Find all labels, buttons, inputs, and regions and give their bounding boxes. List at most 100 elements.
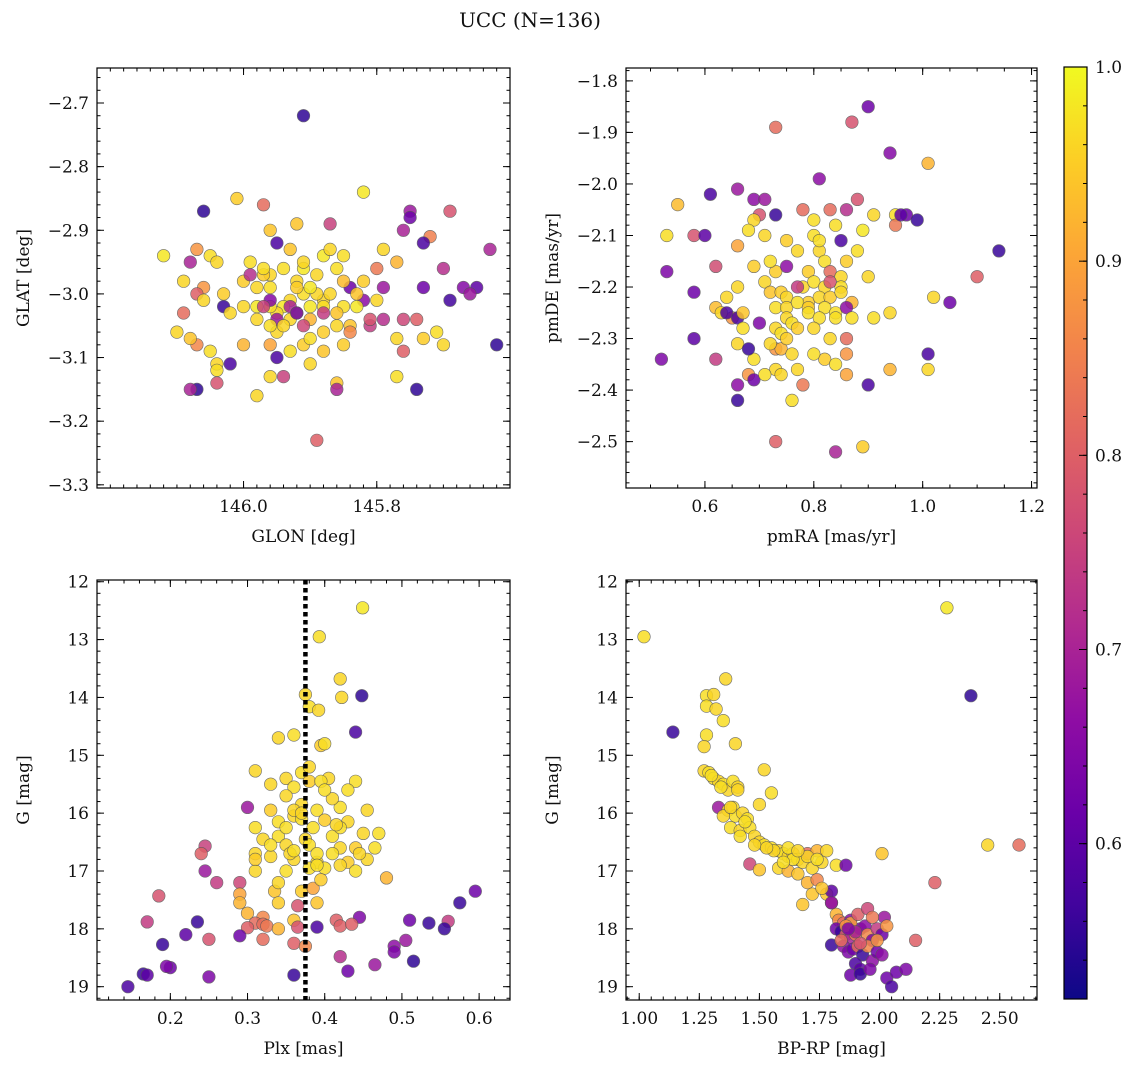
data-point	[812, 311, 826, 325]
data-point	[861, 270, 875, 284]
x-tick-label: 0.8	[800, 497, 827, 517]
data-point	[736, 306, 750, 320]
data-point	[828, 218, 843, 232]
data-point	[747, 838, 762, 852]
data-point	[779, 332, 794, 346]
data-point	[296, 319, 311, 333]
data-point	[719, 672, 733, 686]
data-point	[263, 370, 277, 384]
data-point	[333, 672, 347, 686]
data-point	[202, 970, 216, 984]
y-tick-label: −1.8	[577, 72, 618, 92]
data-point	[316, 325, 331, 339]
data-point	[839, 332, 854, 346]
data-point	[194, 846, 208, 861]
y-tick-label: 14	[67, 688, 89, 708]
data-point	[223, 357, 237, 371]
data-point	[287, 728, 301, 742]
data-point	[335, 690, 349, 705]
data-point	[443, 204, 457, 218]
data-point	[818, 301, 832, 315]
data-point	[263, 280, 277, 295]
data-point	[177, 306, 191, 320]
data-point	[741, 342, 756, 356]
data-point	[728, 737, 743, 751]
colorbar-tick-label: 0.9	[1095, 252, 1122, 272]
data-point	[290, 306, 304, 320]
data-point	[823, 290, 837, 304]
data-point	[758, 228, 772, 243]
points-color_cmd	[637, 601, 1026, 994]
data-point	[812, 234, 826, 248]
data-point	[310, 803, 324, 817]
data-point	[752, 863, 767, 877]
data-point	[330, 382, 344, 397]
data-point	[303, 357, 317, 371]
minor-ticks	[96, 68, 511, 488]
data-point	[671, 198, 685, 212]
panel-parallax_cmd: 0.2 0.3 0.4 0.5 0.6 12 13 14 15 16 17 18 19 Plx [mas]…	[14, 573, 511, 1059]
data-point	[736, 321, 750, 335]
data-point	[264, 803, 278, 817]
data-point	[812, 172, 826, 186]
data-point	[140, 915, 154, 929]
data-point	[287, 968, 301, 982]
data-point	[410, 382, 424, 397]
data-point	[330, 306, 344, 320]
data-point	[839, 347, 854, 361]
data-point	[758, 368, 772, 382]
y-tick-label: −3.2	[48, 412, 89, 432]
data-point	[177, 274, 191, 288]
data-point	[839, 203, 854, 217]
data-point	[790, 280, 805, 294]
data-point	[824, 896, 839, 910]
data-point	[190, 242, 204, 256]
data-point	[839, 858, 853, 872]
data-point	[730, 182, 745, 196]
data-point	[752, 797, 767, 812]
data-point	[390, 255, 404, 269]
y-tick-label: 19	[596, 978, 618, 998]
data-point	[333, 800, 347, 815]
data-point	[271, 829, 286, 843]
data-point	[349, 774, 363, 788]
data-point	[341, 964, 355, 978]
data-point	[210, 376, 224, 390]
data-point	[801, 306, 816, 320]
x-axis-label: GLON [deg]	[251, 527, 355, 547]
data-point	[387, 945, 401, 959]
data-point	[805, 887, 819, 901]
data-point	[210, 875, 224, 890]
x-tick-label: 0.5	[388, 1009, 415, 1029]
data-point	[271, 731, 286, 745]
axes-frame	[96, 67, 511, 489]
data-point	[660, 265, 674, 279]
data-point	[390, 370, 404, 384]
y-tick-label: −2.8	[48, 158, 89, 178]
data-point	[730, 239, 745, 253]
data-point	[759, 841, 774, 855]
y-axis-label: pmDE [mas/yr]	[543, 213, 563, 343]
data-point	[807, 347, 821, 361]
data-point	[233, 896, 247, 910]
points-proper_motion	[654, 100, 1006, 459]
data-point	[443, 293, 457, 307]
axes-frame	[625, 67, 1038, 489]
data-point	[370, 261, 384, 276]
data-point	[406, 954, 421, 968]
data-point	[416, 280, 431, 295]
data-point	[250, 389, 264, 403]
data-point	[217, 287, 231, 301]
data-point	[436, 338, 451, 352]
data-point	[250, 280, 264, 295]
data-point	[928, 875, 942, 890]
data-point	[839, 254, 854, 268]
data-point	[396, 223, 411, 237]
data-point	[223, 306, 237, 320]
data-point	[747, 259, 761, 274]
x-axis-label: Plx [mas]	[263, 1039, 343, 1059]
y-tick-label: 15	[596, 746, 618, 766]
data-point	[940, 601, 954, 615]
data-point	[769, 435, 783, 449]
data-point	[709, 702, 723, 716]
